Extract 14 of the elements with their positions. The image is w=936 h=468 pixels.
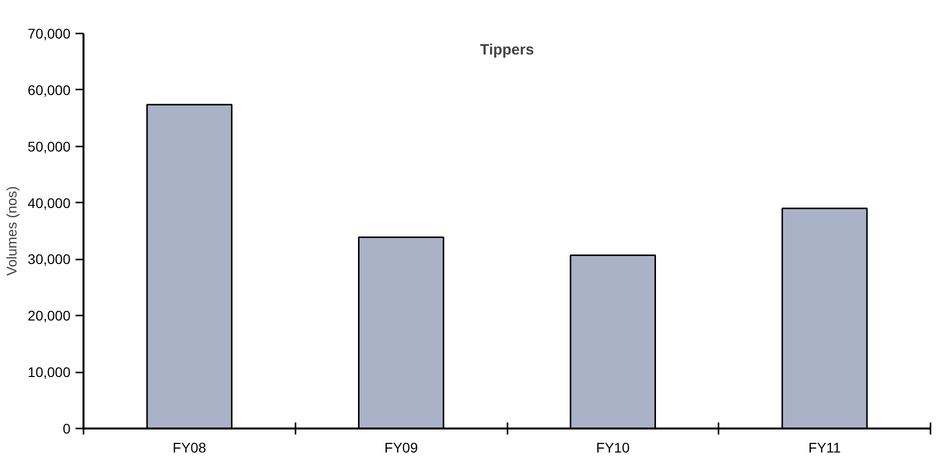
y-tick-label: 70,000 bbox=[28, 26, 71, 42]
x-tick-label: FY11 bbox=[808, 440, 842, 456]
y-tick-label: 30,000 bbox=[28, 251, 71, 268]
text: Tippers bbox=[480, 42, 534, 58]
y-tick-label: 0 bbox=[62, 420, 71, 436]
y-tick-label: 50,000 bbox=[28, 138, 71, 154]
x-tick-label: FY10 bbox=[596, 440, 630, 456]
y-tick-label: 10,000 bbox=[28, 364, 71, 380]
y-tick-label: 60,000 bbox=[28, 82, 71, 98]
y-axis-title: Volumes (nos) bbox=[4, 186, 20, 276]
x-tick-label: FY09 bbox=[384, 440, 418, 456]
y-tick-label: 20,000 bbox=[28, 308, 71, 324]
x-tick-label: FY08 bbox=[172, 440, 206, 456]
y-tick-label: 40,000 bbox=[28, 194, 71, 211]
